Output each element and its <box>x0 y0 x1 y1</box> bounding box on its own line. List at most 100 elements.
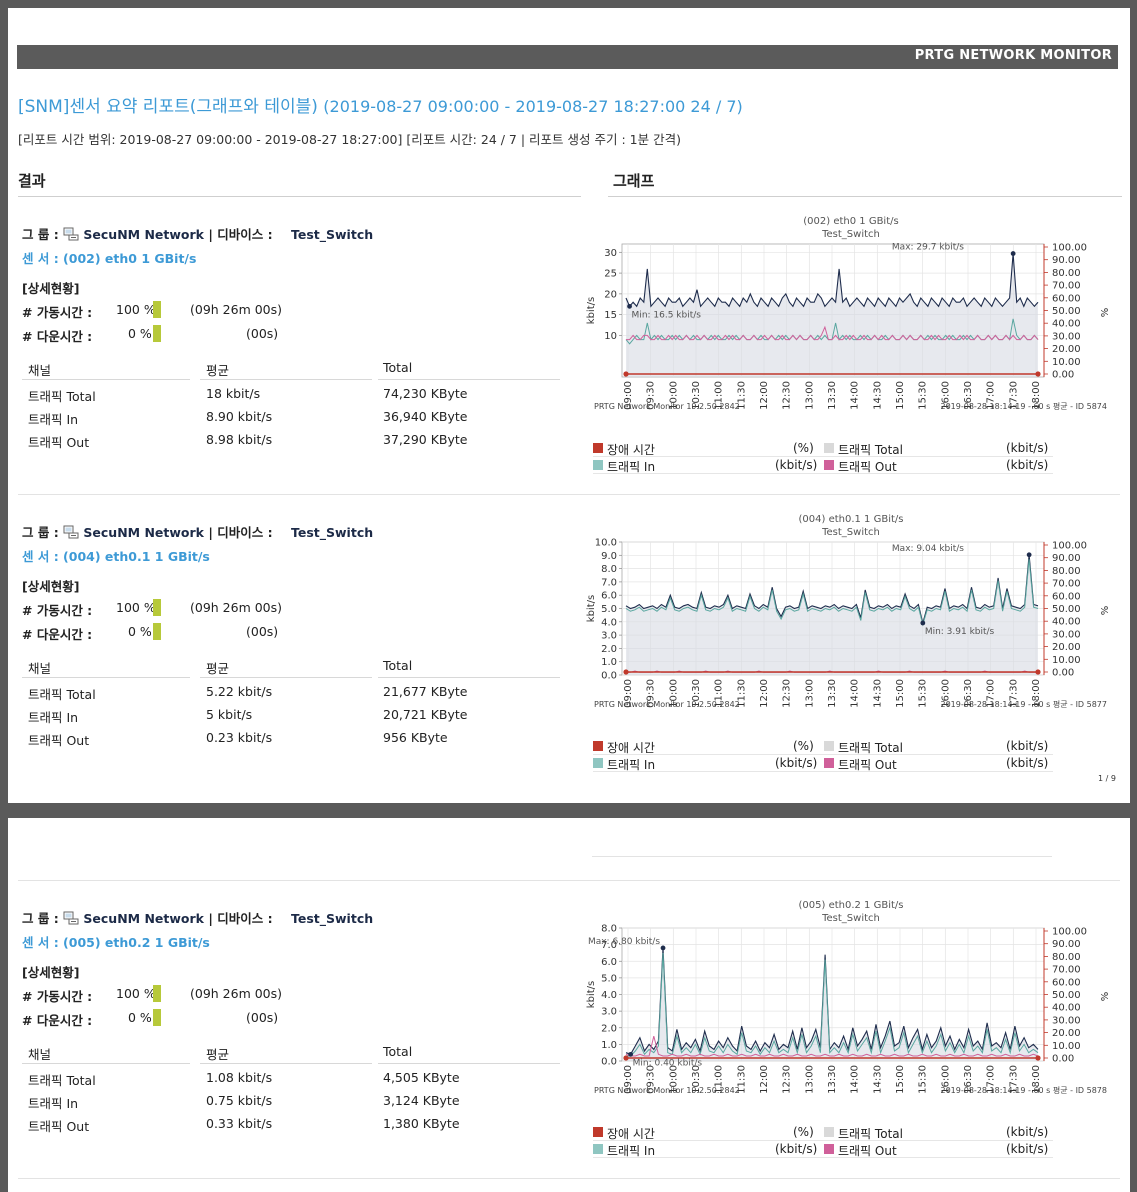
max-label: Max: 29.7 kbit/s <box>892 243 964 253</box>
y-tick-label: 9.0 <box>601 551 617 562</box>
legend-row: 트래픽 In (kbit/s) 트래픽 Out (kbit/s) <box>593 457 1053 474</box>
uptime-percent: 100 % <box>116 302 156 317</box>
sensor-name[interactable]: 센 서 : (005) eth0.2 1 GBit/s <box>22 935 210 950</box>
y2-tick-label: 50.00 <box>1052 306 1081 317</box>
cell-channel: 트래픽 In <box>28 1096 79 1111</box>
y-tick-label: 7.0 <box>601 577 617 588</box>
chart-svg: (005) eth0.2 1 GBit/s Test_Switch 09:00 09:… <box>586 900 1111 1095</box>
legend-downtime-swatch <box>593 1127 603 1137</box>
table-body: 트래픽 Total 18 kbit/s 74,230 KByte 트래픽 In 8.90… <box>22 380 552 450</box>
table-row: 트래픽 Out 0.23 kbit/s 956 KByte <box>22 724 552 748</box>
cell-total: 3,124 KByte <box>383 1093 460 1108</box>
downtime-label: # 다운시간 : <box>22 329 93 344</box>
series-line <box>625 947 1039 1055</box>
legend-out-swatch <box>824 758 834 768</box>
min-point <box>627 303 632 309</box>
y2-tick-label: 40.00 <box>1052 617 1081 628</box>
y-tick-label: 10 <box>604 331 617 342</box>
legend-out-unit: (kbit/s) <box>1006 458 1049 472</box>
max-point <box>1010 251 1016 256</box>
col-average: 평균 <box>206 363 230 378</box>
report-page-2: 그 룹 : SecuNM Network | 디바이스 : Test_Switc… <box>8 818 1130 1192</box>
x-tick-label: 12:30 <box>782 381 793 410</box>
x-tick-label: 12:00 <box>759 679 770 708</box>
uptime-percent: 100 % <box>116 600 156 615</box>
y2-tick-label: 90.00 <box>1052 939 1081 950</box>
chart-footer-left: PRTG Network Monitor 19.2.50.2842 <box>594 402 740 411</box>
y-axis-label: kbit/s <box>586 595 597 622</box>
chart-footer-left: PRTG Network Monitor 19.2.50.2842 <box>594 700 740 709</box>
legend-out-unit: (kbit/s) <box>1006 756 1049 770</box>
y-tick-label: 15 <box>604 310 617 321</box>
y2-tick-label: 50.00 <box>1052 604 1081 615</box>
col-average: 평균 <box>206 1047 230 1062</box>
y2-tick-label: 90.00 <box>1052 255 1081 266</box>
y-tick-label: 0.0 <box>601 1057 617 1068</box>
report-range: [리포트 시간 범위: 2019-08-27 09:00:00 - 2019-0… <box>18 132 681 147</box>
y-tick-label: 4.0 <box>601 990 617 1001</box>
legend-row: 장애 시간 (%) 트래픽 Total (kbit/s) <box>593 440 1053 457</box>
x-tick-label: 15:30 <box>918 1065 929 1094</box>
cell-channel: 트래픽 In <box>28 710 79 725</box>
chart-svg: (002) eth0 1 GBit/s Test_Switch 09:00 09:30… <box>586 216 1111 411</box>
uptime-bar <box>153 301 161 318</box>
legend-row: 장애 시간 (%) 트래픽 Total (kbit/s) <box>593 738 1053 755</box>
sensor-name[interactable]: 센 서 : (002) eth0 1 GBit/s <box>22 251 197 266</box>
legend-downtime-swatch <box>593 741 603 751</box>
device-label: | 디바이스 : <box>208 911 273 926</box>
y-tick-label: 1.0 <box>601 657 617 668</box>
x-tick-label: 10:00 <box>668 679 679 708</box>
cell-average: 5 kbit/s <box>206 707 253 722</box>
brand-logo: PRTG NETWORK MONITOR <box>914 48 1112 63</box>
sensor-name[interactable]: 센 서 : (004) eth0.1 1 GBit/s <box>22 549 210 564</box>
y2-tick-label: 100.00 <box>1052 541 1087 552</box>
sensor-block: 그 룹 : SecuNM Network | 디바이스 : Test_Switc… <box>8 502 1130 802</box>
table-row: 트래픽 In 0.75 kbit/s 3,124 KByte <box>22 1087 552 1111</box>
network-device-icon <box>63 525 79 539</box>
x-tick-label: 12:30 <box>782 679 793 708</box>
legend-downtime-label: 장애 시간 <box>607 443 655 457</box>
series-line <box>625 253 1039 308</box>
col-channel: 채널 <box>28 661 52 676</box>
legend-in-label: 트래픽 In <box>607 460 656 474</box>
detail-heading: [상세현황] <box>22 281 80 296</box>
col-underline <box>22 379 190 380</box>
col-total: Total <box>383 1044 413 1059</box>
chart-subtitle: Test_Switch <box>821 229 880 240</box>
legend-out-label: 트래픽 Out <box>838 1144 897 1158</box>
table-row: 트래픽 Out 8.98 kbit/s 37,290 KByte <box>22 426 552 450</box>
x-tick-label: 16:00 <box>940 679 951 708</box>
y-tick-label: 4.0 <box>601 617 617 628</box>
max-point <box>1026 552 1032 558</box>
legend-downtime-swatch <box>593 443 603 453</box>
chart-legend: 장애 시간 (%) 트래픽 Total (kbit/s) 트래픽 In (kbi… <box>593 440 1053 474</box>
block-separator <box>18 494 1120 495</box>
min-label: Min: 16.5 kbit/s <box>632 310 702 320</box>
uptime-duration: (09h 26m 00s) <box>190 600 283 615</box>
device-name: Test_Switch <box>291 227 374 242</box>
cell-channel: 트래픽 Out <box>28 435 90 450</box>
y-tick-label: 3.0 <box>601 1007 617 1018</box>
sensor-block: 그 룹 : SecuNM Network | 디바이스 : Test_Switc… <box>8 204 1130 504</box>
legend-in-unit: (kbit/s) <box>775 458 818 472</box>
y2-tick-label: 30.00 <box>1052 331 1081 342</box>
cell-total: 1,380 KByte <box>383 1116 460 1131</box>
x-tick-label: 10:30 <box>691 679 702 708</box>
network-device-icon <box>63 911 79 925</box>
y2-tick-label: 90.00 <box>1052 553 1081 564</box>
uptime-bar <box>153 985 161 1002</box>
y2-axis-label: % <box>1100 992 1111 1002</box>
traffic-chart: (002) eth0 1 GBit/s Test_Switch 09:00 09:30… <box>586 214 1116 426</box>
y2-tick-label: 80.00 <box>1052 566 1081 577</box>
y2-axis-label: % <box>1100 606 1111 616</box>
downtime-duration: (00s) <box>246 326 279 341</box>
x-tick-label: 17:30 <box>1008 381 1019 410</box>
y-tick-label: 8.0 <box>601 924 617 935</box>
x-tick-label: 11:30 <box>736 679 747 708</box>
table-row: 트래픽 In 8.90 kbit/s 36,940 KByte <box>22 403 552 427</box>
chart-title: (005) eth0.2 1 GBit/s <box>799 900 904 911</box>
y2-tick-label: 80.00 <box>1052 952 1081 963</box>
x-tick-label: 17:00 <box>986 1065 997 1094</box>
downtime-point <box>623 669 629 675</box>
x-tick-label: 09:30 <box>646 1065 657 1094</box>
